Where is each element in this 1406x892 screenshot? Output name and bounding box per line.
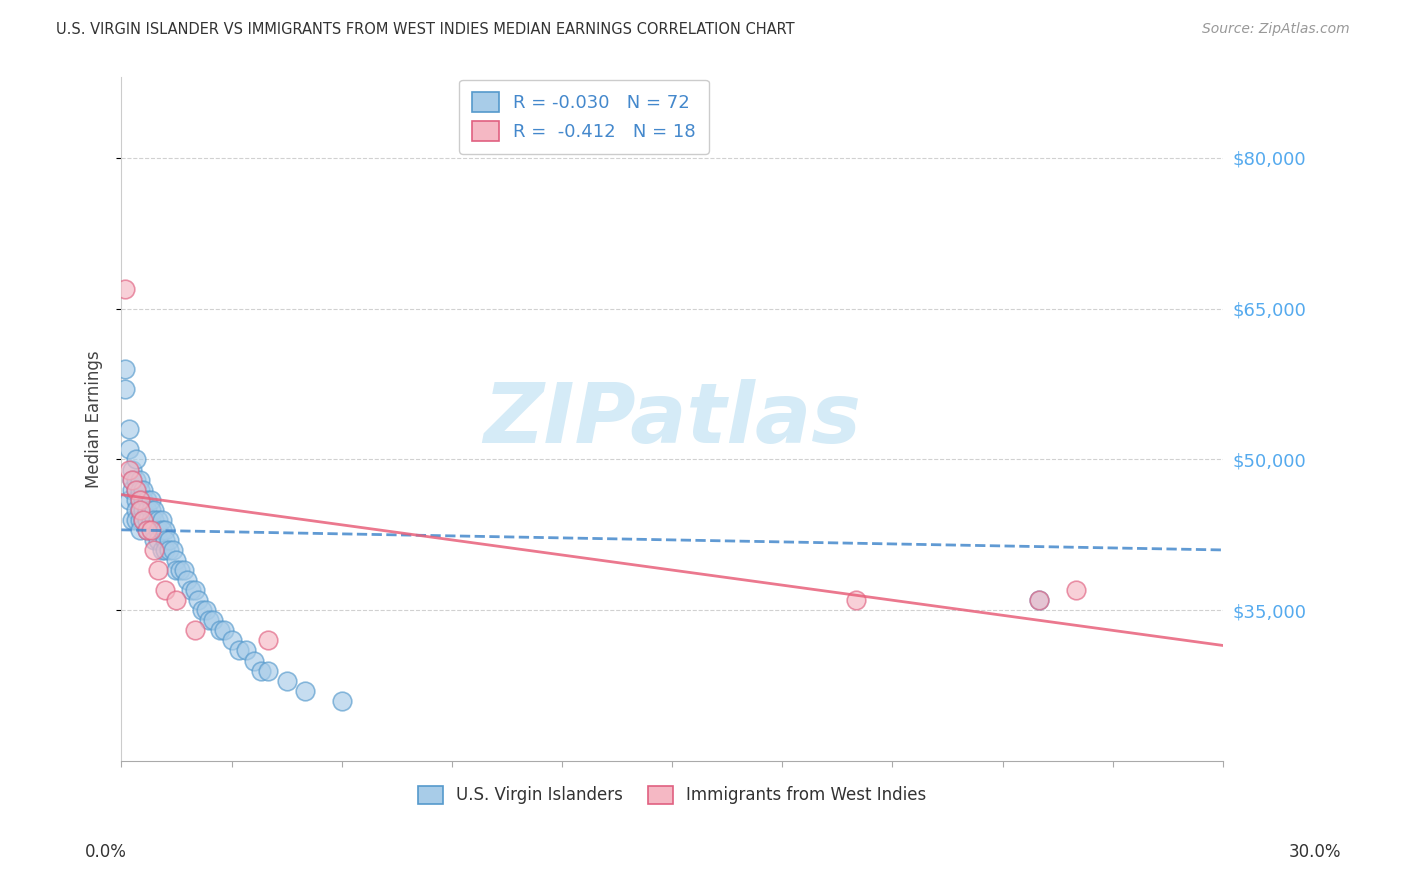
Point [114,282,136,296]
Point [125,452,148,467]
Point [180,583,202,598]
Point [169,563,191,577]
Point [132,492,155,507]
Legend: U.S. Virgin Islanders, Immigrants from West Indies: U.S. Virgin Islanders, Immigrants from W… [408,776,936,814]
Point [118,492,141,507]
Point [125,483,148,497]
Point [125,513,148,527]
Point [125,483,148,497]
Point [184,624,207,638]
Point [228,643,250,657]
Point [209,624,232,638]
Point [146,523,169,537]
Point [146,513,169,527]
Point [143,502,166,516]
Point [1028,593,1050,607]
Point [165,563,187,577]
Point [146,563,169,577]
Point [121,483,143,497]
Point [136,513,159,527]
Text: U.S. VIRGIN ISLANDER VS IMMIGRANTS FROM WEST INDIES MEDIAN EARNINGS CORRELATION : U.S. VIRGIN ISLANDER VS IMMIGRANTS FROM … [56,22,794,37]
Point [132,502,155,516]
Point [125,492,148,507]
Point [294,683,316,698]
Point [194,603,217,617]
Point [198,613,221,627]
Point [121,513,143,527]
Point [132,513,155,527]
Point [121,462,143,476]
Point [184,583,207,598]
Point [202,613,225,627]
Point [221,633,243,648]
Point [128,492,150,507]
Point [121,473,143,487]
Point [139,502,162,516]
Point [114,362,136,376]
Point [132,513,155,527]
Point [132,483,155,497]
Point [118,422,141,436]
Point [143,523,166,537]
Y-axis label: Median Earnings: Median Earnings [86,351,103,488]
Point [136,523,159,537]
Point [125,473,148,487]
Text: Source: ZipAtlas.com: Source: ZipAtlas.com [1202,22,1350,37]
Point [128,523,150,537]
Point [114,382,136,396]
Point [330,694,353,708]
Point [157,533,180,547]
Point [1028,593,1050,607]
Point [162,543,184,558]
Point [191,603,214,617]
Point [121,473,143,487]
Point [176,573,198,587]
Point [155,533,177,547]
Point [155,523,177,537]
Point [845,593,868,607]
Point [257,633,280,648]
Point [242,654,264,668]
Point [128,502,150,516]
Text: ZIPatlas: ZIPatlas [484,379,860,459]
Point [187,593,209,607]
Point [165,593,187,607]
Point [250,664,273,678]
Point [165,553,187,567]
Point [143,543,166,558]
Point [128,502,150,516]
Point [128,492,150,507]
Point [1064,583,1087,598]
Text: 30.0%: 30.0% [1288,843,1341,861]
Text: 0.0%: 0.0% [84,843,127,861]
Point [146,533,169,547]
Point [150,513,173,527]
Point [143,533,166,547]
Point [136,523,159,537]
Point [150,523,173,537]
Point [118,462,141,476]
Point [139,492,162,507]
Point [155,543,177,558]
Point [128,473,150,487]
Point [157,543,180,558]
Point [136,492,159,507]
Point [139,513,162,527]
Point [118,442,141,457]
Point [128,513,150,527]
Point [136,502,159,516]
Point [235,643,257,657]
Point [257,664,280,678]
Point [212,624,235,638]
Point [143,513,166,527]
Point [125,502,148,516]
Point [139,523,162,537]
Point [150,543,173,558]
Point [173,563,195,577]
Point [155,583,177,598]
Point [128,483,150,497]
Point [276,673,298,688]
